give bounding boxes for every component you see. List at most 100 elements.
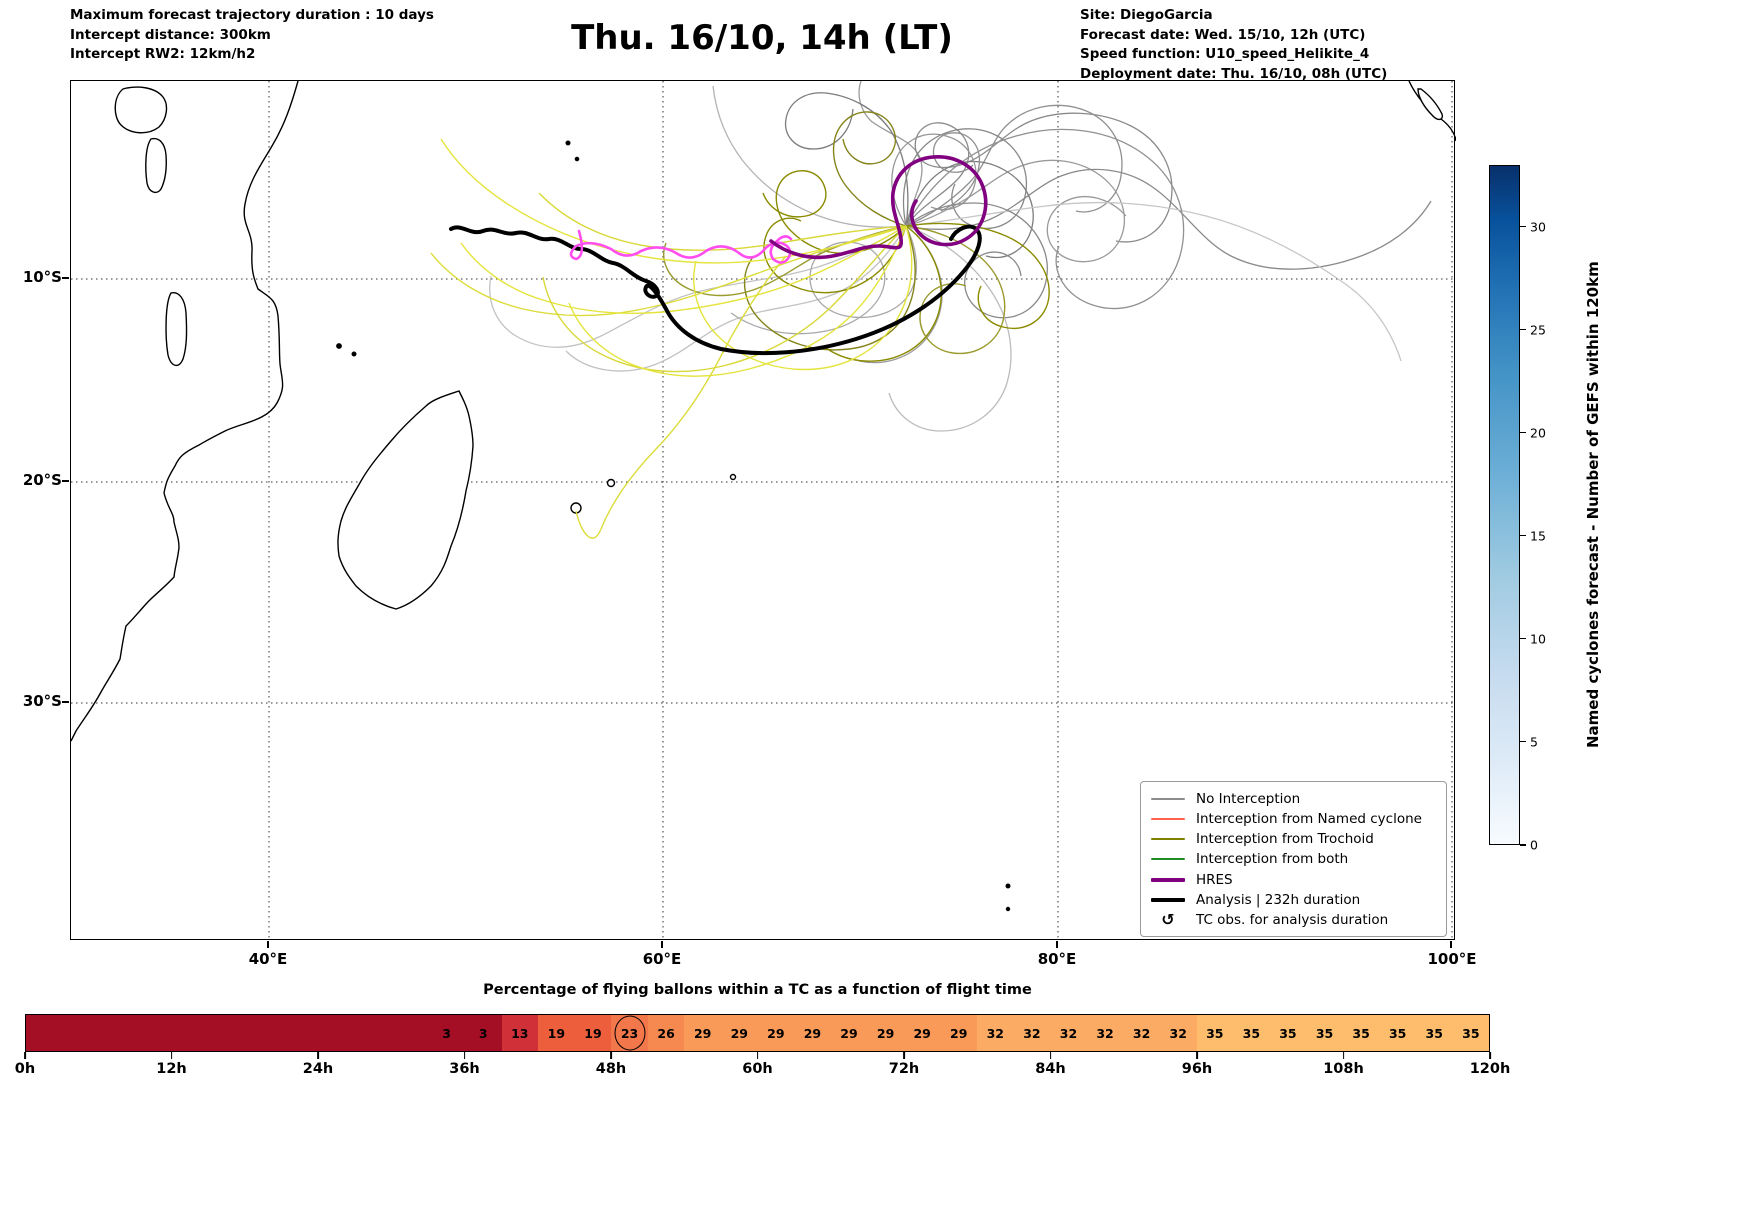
legend-item-label: Interception from Named cyclone	[1196, 811, 1422, 828]
colorbar-tick-label: 10	[1530, 631, 1546, 647]
timeline-cell-value: 35	[1388, 1025, 1407, 1041]
time-tick-label: 24h	[302, 1061, 334, 1077]
lon-tick-mark	[267, 941, 269, 948]
time-tick-mark	[1049, 1052, 1052, 1059]
timeline-cell-value: 19	[584, 1025, 602, 1041]
colorbar-tick-label: 15	[1530, 528, 1546, 544]
time-tick-label: 96h	[1181, 1061, 1213, 1077]
legend-item: Analysis | 232h duration	[1150, 890, 1436, 910]
timeline-cell: 32	[1086, 1015, 1124, 1051]
timeline-cell: 3	[464, 1015, 502, 1051]
trajectories-yellow	[430, 138, 913, 539]
timeline-cell	[391, 1015, 429, 1051]
meta-deployment-date: Deployment date: Thu. 16/10, 08h (UTC)	[1080, 65, 1388, 82]
timeline-cell	[62, 1015, 100, 1051]
timeline-cell: 13	[501, 1015, 539, 1051]
legend-line-sample	[1150, 838, 1186, 841]
timeline-cell-value: 29	[730, 1025, 748, 1041]
timeline-cell: 35	[1269, 1015, 1307, 1051]
legend-item: ↺ TC obs. for analysis duration	[1150, 910, 1436, 930]
timeline-cell-value: 32	[986, 1025, 1005, 1041]
timeline-cell: 29	[794, 1015, 831, 1051]
colorbar-tick-mark	[1520, 534, 1526, 537]
legend-line-sample	[1150, 818, 1186, 821]
legend-item-label: TC obs. for analysis duration	[1196, 911, 1389, 928]
lon-tick-100e: 100°E	[1427, 950, 1477, 968]
lat-tick-30s: 30°S	[22, 692, 62, 710]
legend: No Interception Interception from Named c…	[1140, 781, 1447, 937]
timeline-cell: 35	[1306, 1015, 1343, 1051]
time-tick-mark	[1196, 1052, 1198, 1059]
legend-item-label: Interception from Trochoid	[1196, 831, 1374, 848]
timeline-strip: 3 3 13 19 19 23 26 29 29 29 29 29 29 29 29 32 32 32 32 32 32…	[25, 1014, 1490, 1052]
time-tick-mark	[170, 1052, 173, 1059]
time-tick-mark	[756, 1052, 759, 1059]
timeline-cell-value: 35	[1425, 1025, 1443, 1041]
time-tick-label: 12h	[156, 1061, 187, 1077]
legend-item-label: Analysis | 232h duration	[1196, 891, 1361, 908]
timeline-cell: 29	[867, 1015, 904, 1051]
lon-tick-mark	[661, 941, 663, 948]
tc-obs-icon: ↺	[1161, 909, 1175, 929]
timeline-cell: 29	[940, 1015, 978, 1051]
time-tick-label: 84h	[1035, 1061, 1066, 1077]
meta-forecast-date: Forecast date: Wed. 15/10, 12h (UTC)	[1080, 26, 1366, 43]
param-intercept-rw2: Intercept RW2: 12km/h2	[70, 46, 256, 63]
timeline-cell-value: 35	[1206, 1025, 1224, 1041]
time-tick-mark	[1489, 1052, 1491, 1059]
timeline-cell-value: 35	[1352, 1025, 1370, 1041]
meta-speed-function: Speed function: U10_speed_Helikite_4	[1080, 46, 1370, 63]
timeline-cell: 35	[1452, 1015, 1490, 1051]
time-tick-label: 108h	[1323, 1061, 1364, 1077]
time-tick-label: 36h	[449, 1061, 480, 1077]
colorbar	[1489, 165, 1520, 845]
colorbar-tick-label: 25	[1530, 322, 1546, 338]
timeline-cell-value: 29	[840, 1025, 858, 1041]
timeline-cell-value: 35	[1242, 1025, 1261, 1041]
timeline-cell	[172, 1015, 209, 1051]
highlight-circle	[614, 1015, 646, 1051]
timeline-cell-value: 3	[442, 1025, 451, 1041]
timeline-cell	[355, 1015, 392, 1051]
colorbar-tick-label: 30	[1530, 219, 1546, 235]
trajectory-hres	[769, 155, 988, 260]
colorbar-tick-mark	[1520, 844, 1526, 846]
timeline-cell: 32	[1013, 1015, 1051, 1051]
lon-tick-mark	[1450, 941, 1452, 948]
time-tick-mark	[317, 1052, 319, 1059]
timeline-cell: 3	[428, 1015, 465, 1051]
run-parameters: Maximum forecast trajectory duration : 1…	[70, 6, 434, 65]
timeline-cell: 23	[611, 1015, 648, 1051]
timeline-cell: 29	[720, 1015, 758, 1051]
legend-item-label: No Interception	[1196, 791, 1301, 807]
colorbar-tick-mark	[1520, 740, 1526, 743]
legend-item: Interception from Trochoid	[1150, 829, 1436, 849]
timeline-cell: 29	[903, 1015, 941, 1051]
colorbar-tick-label: 5	[1530, 734, 1538, 750]
meta-site: Site: DiegoGarcia	[1080, 7, 1213, 23]
timeline-title: Percentage of flying ballons within a TC…	[483, 982, 1032, 998]
timeline-cell-value: 29	[913, 1025, 931, 1041]
lat-tick-20s: 20°S	[22, 471, 62, 489]
timeline-cell-value: 35	[1315, 1025, 1334, 1041]
timeline-cell: 29	[757, 1015, 795, 1051]
colorbar-tick-mark	[1520, 225, 1526, 228]
timeline-cell: 26	[647, 1015, 685, 1051]
timeline-cell-value: 35	[1279, 1025, 1297, 1041]
timeline-cell	[245, 1015, 283, 1051]
lon-tick-40e: 40°E	[248, 950, 288, 968]
time-tick-label: 0h	[14, 1061, 36, 1077]
timeline-cell: 32	[1050, 1015, 1087, 1051]
graticule	[71, 81, 1456, 941]
timeline-cell-value: 32	[1096, 1025, 1114, 1041]
timeline-cell-value: 29	[950, 1025, 968, 1041]
timeline-cell	[318, 1015, 356, 1051]
colorbar-tick-label: 0	[1530, 837, 1538, 853]
timeline-cell-value: 32	[1169, 1025, 1187, 1041]
timeline-cell: 32	[1123, 1015, 1160, 1051]
timeline-cell-value: 32	[1023, 1025, 1041, 1041]
legend-item: HRES	[1150, 870, 1436, 890]
timeline-cell-value: 32	[1132, 1025, 1151, 1041]
page-title: Thu. 16/10, 14h (LT)	[571, 18, 953, 58]
